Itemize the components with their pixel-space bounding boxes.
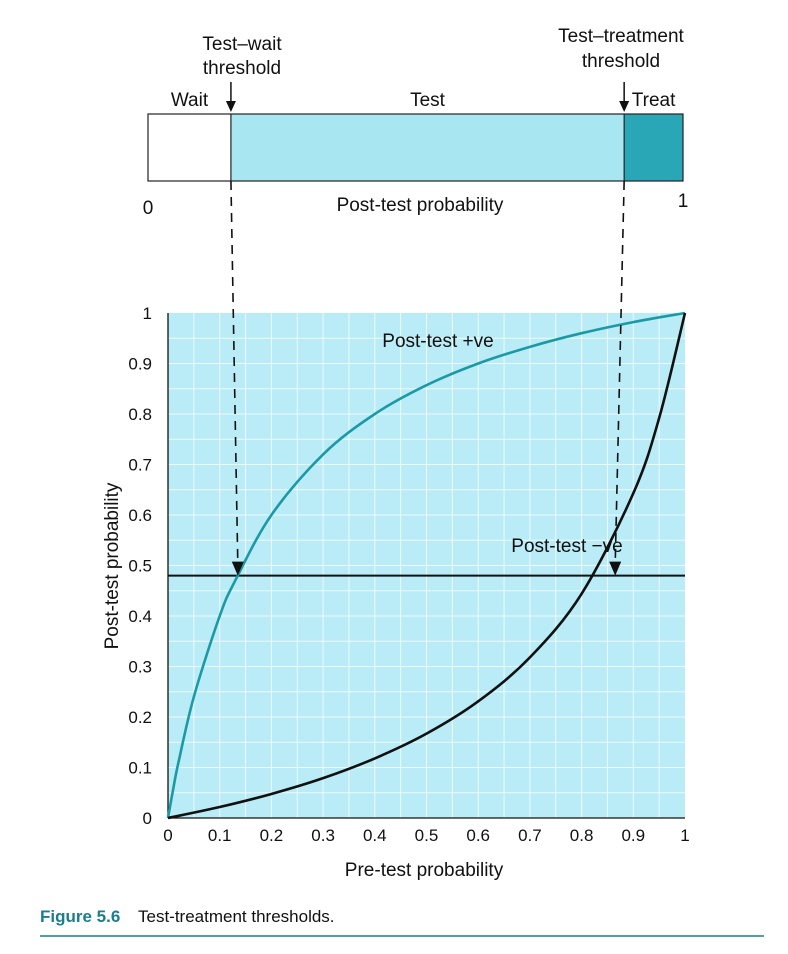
post-test-probability-bar: Wait Test Treat — [147, 82, 684, 182]
y-tick-label: 0.5 — [128, 557, 152, 576]
dashed-threshold-arrowhead — [231, 561, 244, 576]
y-tick-label: 1 — [143, 304, 152, 323]
x-tick-label: 0.8 — [570, 826, 594, 845]
series-line-post-test-positive — [166, 311, 686, 819]
bar-outline — [147, 113, 684, 182]
bar-region-label-test: Test — [410, 90, 446, 111]
x-tick-label: 0.3 — [311, 826, 335, 845]
bar-region-label-wait: Wait — [171, 90, 209, 111]
test-wait-label-line1: Test–wait — [202, 34, 282, 55]
y-tick-label: 0.7 — [128, 456, 152, 475]
bar-region-wait — [148, 114, 231, 181]
bar-axis-label: Post-test probability — [337, 195, 504, 216]
x-tick-label: 0.2 — [260, 826, 284, 845]
bar-region-treat — [624, 114, 683, 181]
series-line-post-test-negative — [167, 312, 687, 820]
x-tick-label: 1 — [680, 826, 689, 845]
x-tick-label: 0.6 — [466, 826, 490, 845]
series-label-post-test-negative: Post-test −ve — [511, 536, 622, 557]
threshold-pointer-arrowhead — [225, 101, 236, 112]
y-tick-label: 0.9 — [128, 355, 152, 374]
caption-figure-number: Figure 5.6 — [40, 907, 120, 926]
bar-region-label-treat: Treat — [632, 90, 676, 111]
y-tick-label: 0 — [143, 809, 152, 828]
bar-left-label: 0 — [143, 198, 154, 219]
x-tick-label: 0.4 — [363, 826, 387, 845]
series-label-post-test-positive: Post-test +ve — [382, 331, 493, 352]
x-tick-label: 0 — [163, 826, 172, 845]
x-tick-label: 0.9 — [621, 826, 645, 845]
y-tick-label: 0.8 — [128, 405, 152, 424]
test-treatment-label-line2: threshold — [582, 51, 660, 72]
test-treatment-label-line1: Test–treatment — [558, 26, 684, 47]
y-tick-label: 0.3 — [128, 658, 152, 677]
threshold-pointer-arrowhead — [619, 101, 630, 112]
bar-right-label: 1 — [678, 191, 689, 212]
plot-area: 0 0.1 0.2 0.3 0.4 0.5 0.6 0.7 0.8 0.9 1 0 0.1 0.2 0.3 0… — [128, 180, 690, 845]
y-axis-title: Post-test probability — [102, 482, 123, 649]
x-tick-label: 0.5 — [415, 826, 439, 845]
x-tick-label: 0.1 — [208, 826, 232, 845]
bar-region-test — [230, 114, 625, 181]
y-tick-label: 0.2 — [128, 708, 152, 727]
y-tick-label: 0.6 — [128, 506, 152, 525]
x-axis-title: Pre-test probability — [345, 860, 504, 881]
y-tick-label: 0.1 — [128, 759, 152, 778]
dashed-threshold-arrowhead — [609, 561, 622, 576]
y-tick-label: 0.4 — [128, 607, 152, 626]
x-tick-label: 0.7 — [518, 826, 542, 845]
test-wait-label-line2: threshold — [203, 58, 281, 79]
caption-text: Test-treatment thresholds. — [138, 907, 335, 926]
